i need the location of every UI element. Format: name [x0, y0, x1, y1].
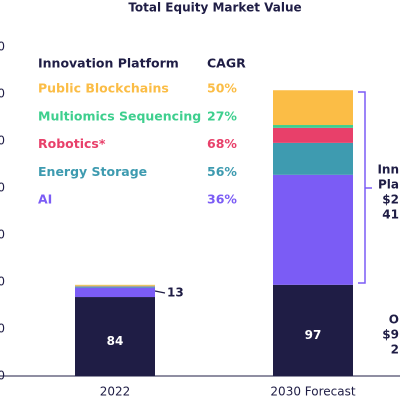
bracket	[358, 91, 372, 284]
legend-label: Robotics*	[38, 136, 106, 151]
bar-segment	[75, 297, 155, 376]
bar-segment	[273, 90, 353, 126]
legend-cagr: 36%	[207, 192, 237, 207]
bar-segment	[75, 284, 155, 286]
annotation: $2	[382, 193, 399, 207]
legend-label: AI	[38, 192, 52, 207]
bar-segment	[273, 142, 353, 175]
annotation: 2	[391, 343, 399, 357]
annotation: 41	[382, 208, 399, 222]
y-tick-label: 200	[0, 181, 5, 195]
bar-segment	[273, 284, 353, 376]
bar-segment	[273, 125, 353, 128]
callout-line	[154, 290, 166, 294]
bar-segment	[273, 174, 353, 285]
chart-title: Total Equity Market Value	[128, 1, 301, 15]
legend-cagr: 50%	[207, 81, 237, 96]
y-tick-label: 300	[0, 87, 5, 101]
legend-cagr: 56%	[207, 164, 237, 179]
legend-title: Innovation Platform	[38, 56, 179, 71]
annotation: Pla	[378, 178, 399, 192]
data-label: 97	[305, 328, 322, 342]
legend-label: Energy Storage	[38, 164, 147, 179]
legend-cagr: 27%	[207, 108, 237, 123]
x-tick-label: 2030 Forecast	[270, 385, 355, 399]
legend-label: Public Blockchains	[38, 81, 169, 96]
x-tick-label: 2022	[100, 385, 131, 399]
data-label: 84	[107, 334, 124, 348]
annotation: 13	[167, 286, 184, 300]
y-tick-label: 150	[0, 228, 5, 242]
legend-label: Multiomics Sequencing	[38, 108, 201, 123]
y-tick-label: 350	[0, 40, 5, 54]
annotation: Inn	[377, 163, 399, 177]
annotation: $9	[382, 328, 399, 342]
bar-segment	[75, 286, 155, 288]
legend-cagr: 68%	[207, 136, 237, 151]
bar-segment	[273, 127, 353, 143]
y-tick-label: 50	[0, 322, 5, 336]
legend-value-title: CAGR	[207, 56, 246, 71]
y-tick-label: 250	[0, 134, 5, 148]
y-tick-label: 100	[0, 275, 5, 289]
bar-segment	[75, 287, 155, 298]
annotation: O	[389, 313, 399, 327]
